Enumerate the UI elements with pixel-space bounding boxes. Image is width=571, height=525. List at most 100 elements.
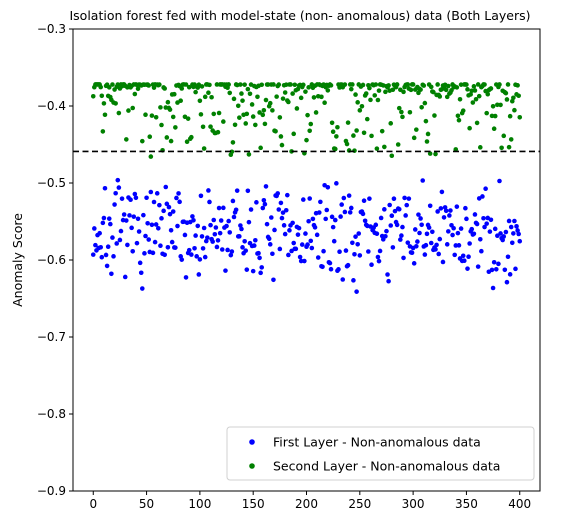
point-second-layer: [468, 92, 473, 97]
point-first-layer: [497, 178, 502, 184]
point-first-layer: [474, 221, 480, 227]
point-second-layer: [328, 83, 334, 88]
point-second-layer: [243, 121, 249, 126]
point-first-layer: [464, 216, 469, 222]
x-tick-label: 100: [188, 497, 211, 511]
point-second-layer: [271, 82, 276, 87]
point-first-layer: [162, 252, 167, 258]
point-first-layer: [207, 199, 212, 205]
point-first-layer: [239, 226, 244, 232]
point-second-layer: [262, 121, 268, 127]
point-second-layer: [507, 113, 513, 119]
point-first-layer: [329, 214, 335, 220]
point-first-layer: [134, 240, 140, 246]
point-first-layer: [244, 267, 250, 272]
point-second-layer: [369, 133, 374, 139]
point-first-layer: [224, 223, 229, 229]
point-first-layer: [193, 233, 198, 238]
point-first-layer: [483, 186, 488, 192]
point-first-layer: [438, 206, 444, 211]
point-second-layer: [325, 88, 331, 93]
point-second-layer: [467, 125, 472, 131]
point-first-layer: [132, 191, 138, 197]
point-second-layer: [329, 120, 335, 126]
point-first-layer: [509, 240, 515, 246]
point-first-layer: [392, 208, 398, 214]
y-tick-label: −0.3: [37, 22, 66, 36]
point-first-layer: [263, 184, 269, 189]
point-first-layer: [360, 211, 366, 217]
point-first-layer: [290, 220, 295, 226]
point-second-layer: [401, 89, 406, 95]
point-first-layer: [259, 265, 265, 270]
point-first-layer: [98, 244, 104, 250]
point-second-layer: [164, 135, 170, 140]
point-second-layer: [153, 114, 159, 120]
point-first-layer: [116, 185, 122, 190]
point-second-layer: [231, 96, 237, 102]
point-first-layer: [183, 275, 189, 280]
point-first-layer: [226, 218, 231, 224]
point-second-layer: [505, 82, 511, 87]
point-first-layer: [463, 205, 468, 211]
point-first-layer: [342, 209, 348, 215]
point-first-layer: [152, 239, 158, 245]
point-second-layer: [374, 146, 380, 151]
point-first-layer: [115, 177, 121, 183]
point-first-layer: [309, 245, 315, 251]
point-second-layer: [490, 104, 496, 109]
point-first-layer: [348, 205, 354, 211]
point-second-layer: [209, 94, 214, 100]
point-first-layer: [375, 254, 381, 260]
point-first-layer: [481, 215, 486, 221]
point-second-layer: [259, 82, 265, 88]
point-first-layer: [441, 215, 447, 220]
point-first-layer: [117, 237, 123, 243]
point-first-layer: [500, 237, 505, 243]
point-first-layer: [512, 218, 517, 224]
point-first-layer: [168, 227, 174, 233]
y-tick-label: −0.8: [37, 407, 66, 421]
point-first-layer: [423, 242, 429, 248]
point-first-layer: [488, 217, 494, 223]
point-second-layer: [421, 83, 427, 88]
point-first-layer: [345, 262, 351, 268]
point-second-layer: [298, 95, 304, 101]
point-second-layer: [399, 109, 404, 115]
point-first-layer: [394, 222, 400, 228]
chart-title: Isolation forest fed with model-state (n…: [69, 8, 530, 23]
point-first-layer: [306, 218, 311, 224]
point-first-layer: [516, 231, 521, 237]
point-first-layer: [295, 232, 301, 237]
point-second-layer: [237, 115, 242, 120]
point-first-layer: [447, 213, 452, 218]
point-second-layer: [499, 145, 504, 151]
point-first-layer: [97, 230, 102, 236]
plot-area: [90, 82, 523, 294]
point-first-layer: [437, 236, 443, 242]
point-first-layer: [105, 244, 111, 249]
point-second-layer: [432, 113, 437, 118]
point-second-layer: [308, 121, 314, 127]
point-first-layer: [190, 214, 195, 219]
point-second-layer: [292, 82, 298, 88]
point-first-layer: [374, 231, 380, 236]
point-second-layer: [457, 97, 463, 102]
point-first-layer: [396, 206, 402, 212]
point-second-layer: [485, 91, 491, 97]
point-first-layer: [418, 216, 423, 221]
point-first-layer: [480, 194, 485, 199]
point-first-layer: [369, 262, 374, 268]
point-first-layer: [337, 249, 342, 254]
point-first-layer: [328, 266, 334, 272]
point-first-layer: [298, 258, 304, 264]
point-first-layer: [246, 219, 252, 225]
point-first-layer: [125, 242, 130, 248]
point-first-layer: [212, 231, 218, 237]
point-first-layer: [439, 189, 445, 195]
point-second-layer: [350, 82, 355, 87]
point-second-layer: [503, 90, 509, 96]
point-second-layer: [286, 99, 291, 105]
point-first-layer: [144, 195, 149, 201]
point-first-layer: [148, 189, 154, 195]
